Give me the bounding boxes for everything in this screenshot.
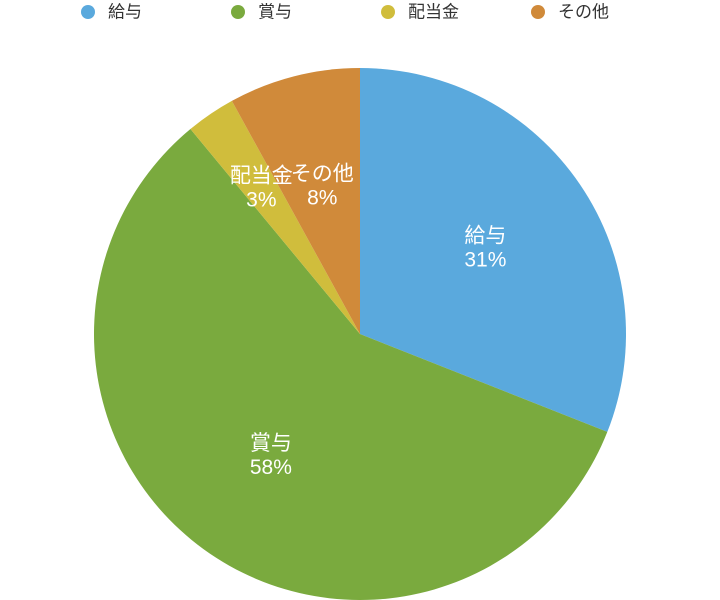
legend-swatch xyxy=(81,5,95,19)
legend-swatch xyxy=(231,5,245,19)
slice-category: 給与 xyxy=(464,224,506,247)
legend-label: その他 xyxy=(558,2,609,21)
legend-label: 賞与 xyxy=(258,2,292,21)
legend-label: 給与 xyxy=(108,2,142,21)
slice-category: 配当金 xyxy=(230,164,293,187)
pie-slice xyxy=(360,68,626,432)
pie-slice xyxy=(231,68,360,334)
slice-value-label: 58% xyxy=(250,456,292,479)
legend-swatch xyxy=(531,5,545,19)
slice-value-label: 31% xyxy=(464,248,506,271)
legend-label: 配当金 xyxy=(408,2,459,21)
slice-category: その他 xyxy=(291,163,354,186)
pie-slice xyxy=(94,129,608,600)
slice-value-label: 3% xyxy=(246,188,276,211)
slice-value-label: 8% xyxy=(307,187,337,210)
pie-slice xyxy=(190,100,360,334)
slice-category: 賞与 xyxy=(250,432,292,455)
legend-swatch xyxy=(381,5,395,19)
